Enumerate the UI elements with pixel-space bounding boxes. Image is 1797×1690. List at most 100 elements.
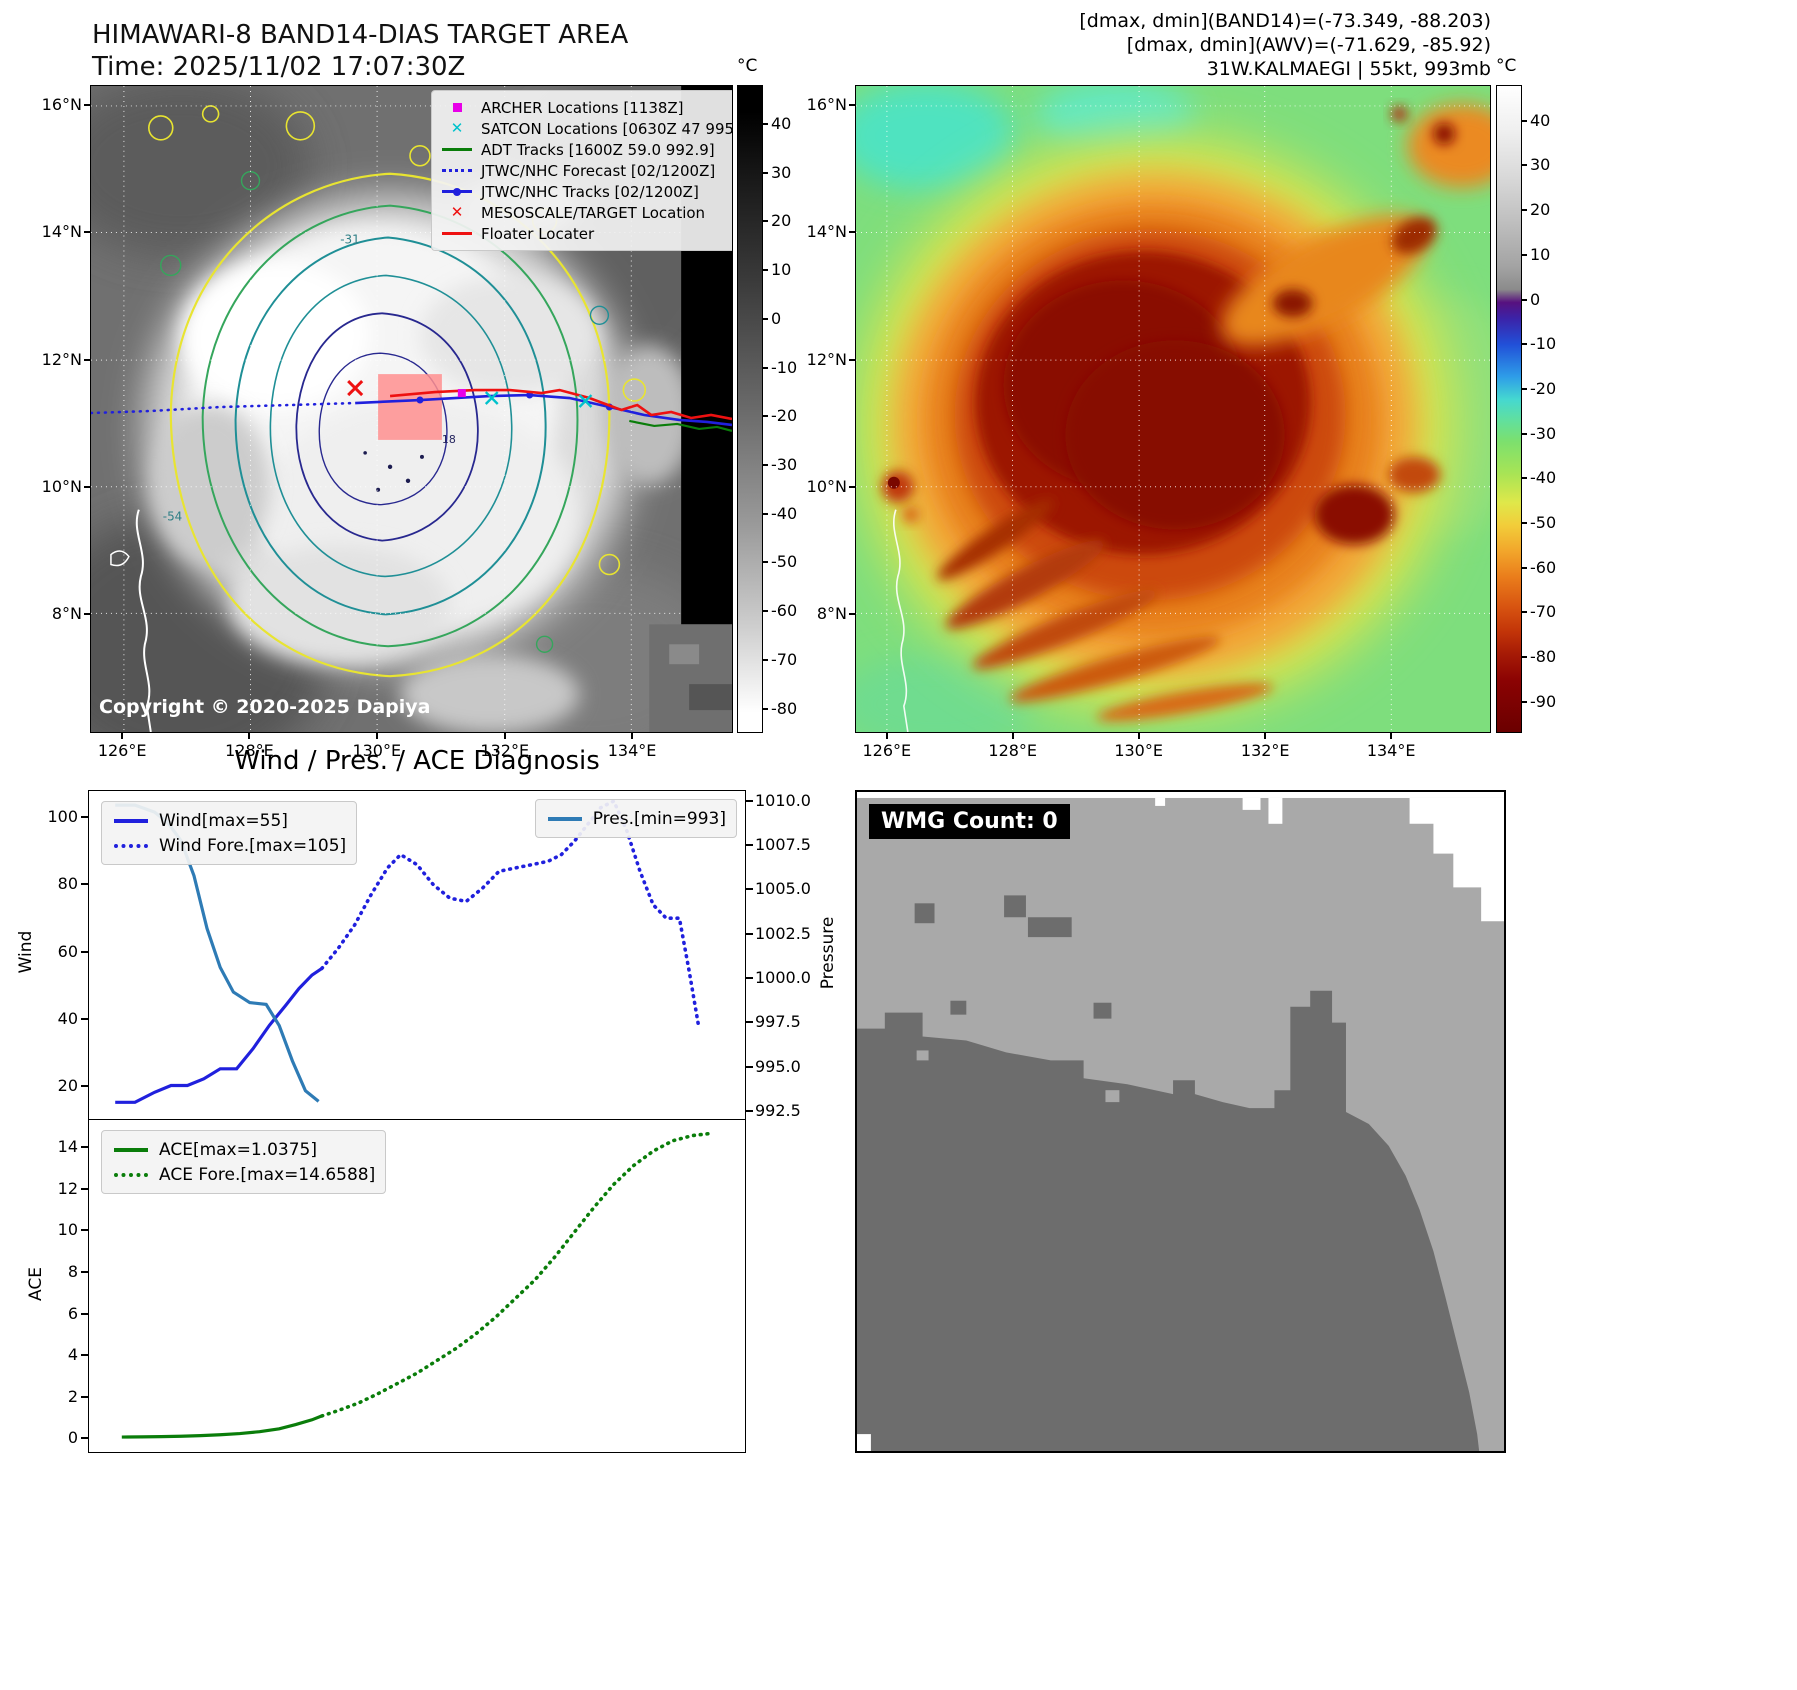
chart-y-tick-label: 1002.5 — [755, 923, 811, 943]
line-sample-icon — [546, 816, 584, 821]
line-sample-icon — [112, 1172, 150, 1177]
marker-dot — [453, 187, 461, 196]
series-line — [320, 1131, 714, 1418]
chart-y-tick-mark — [81, 1270, 88, 1273]
map-legend: ARCHER Locations [1138Z] ✕ SATCON Location… — [431, 90, 732, 251]
marker-shape — [452, 103, 462, 112]
enhanced-ir-colorbar — [1496, 85, 1522, 733]
legend-item: ADT Tracks [1600Z 59.0 992.9] — [442, 139, 732, 160]
enhanced-colorbar-tick-mark — [1522, 521, 1527, 524]
left-map-x-tick-label: 132°E — [480, 741, 530, 760]
left-map-y-tick-mark — [84, 358, 90, 361]
right-map-x-tick-mark — [885, 733, 888, 739]
chart-y-tick-label: 10 — [57, 1220, 78, 1240]
legend-item-label: Wind Fore.[max=105] — [159, 835, 347, 856]
series-line — [121, 1414, 323, 1439]
chart-y-tick-mark — [81, 1085, 88, 1088]
enhanced-colorbar-tick-mark — [1522, 164, 1527, 167]
right-map-x-tick-mark — [1137, 733, 1140, 739]
marker-shape: ✕ — [450, 119, 464, 137]
chart-y-tick-mark — [81, 1312, 88, 1315]
left-map-y-tick-label: 8°N — [51, 603, 82, 623]
contour-label: -31 — [340, 233, 360, 247]
legend-item-label: Pres.[min=993] — [592, 808, 726, 829]
temperature-contours — [148, 105, 647, 678]
band14-colorbar-tick-mark — [763, 122, 768, 125]
enhanced-colorbar-tick-label: -60 — [1530, 557, 1557, 577]
pressure-legend: Pres.[min=993] — [534, 799, 737, 838]
enhanced-colorbar-tick-mark — [1522, 611, 1527, 614]
mesoscale-target-box — [378, 374, 442, 440]
legend-item-label: JTWC/NHC Forecast [02/1200Z] — [481, 161, 716, 180]
band14-colorbar-tick-label: -30 — [771, 455, 798, 475]
chart-y-tick-label: 0 — [67, 1428, 78, 1448]
legend-item-label: ARCHER Locations [1138Z] — [481, 98, 684, 117]
chart-y-tick-mark — [81, 883, 88, 886]
chart-y-tick-label: 6 — [67, 1303, 78, 1323]
legend-item: ✕ SATCON Locations [0630Z 47 995] — [442, 118, 732, 139]
right-map-x-tick-mark — [1264, 733, 1267, 739]
marker-shape: ✕ — [450, 203, 464, 221]
adt-track — [629, 419, 732, 432]
satcon-markers — [484, 391, 593, 408]
coastline — [893, 509, 909, 732]
left-map-x-tick-label: 130°E — [352, 741, 402, 760]
enhanced-colorbar-tick-mark — [1522, 432, 1527, 435]
archer-square-icon — [442, 103, 472, 112]
enhanced-colorbar-tick-mark — [1522, 119, 1527, 122]
marker-shape — [442, 187, 472, 196]
right-map-x-tick-label: 132°E — [1240, 741, 1290, 760]
right-map-x-tick-label: 128°E — [988, 741, 1038, 760]
chart-y-tick-label: 1000.0 — [755, 968, 811, 988]
band14-colorbar — [737, 85, 763, 733]
legend-item: Wind[max=55] — [112, 808, 346, 833]
band14-colorbar-tick-mark — [763, 707, 768, 710]
right-map-y-tick-mark — [849, 485, 855, 488]
chart-y-tick-mark — [81, 1395, 88, 1398]
right-map-y-tick-mark — [849, 358, 855, 361]
dark-coverage-region — [857, 990, 1480, 1451]
chart-y-tick-mark — [81, 950, 88, 953]
enhanced-colorbar-tick-label: 30 — [1530, 155, 1551, 175]
adt-line-icon — [442, 148, 472, 151]
pressure-axis-label: Pressure — [818, 916, 838, 990]
chart-y-tick-label: 995.0 — [755, 1056, 801, 1076]
marker-shape — [442, 148, 472, 151]
copyright-text: Copyright © 2020-2025 Dapiya — [99, 696, 431, 718]
right-map-y-tick-label: 8°N — [816, 603, 847, 623]
band14-colorbar-tick-mark — [763, 512, 768, 515]
left-map-x-tick-label: 126°E — [97, 741, 147, 760]
right-map-y-tick-mark — [849, 231, 855, 234]
chart-y-tick-label: 1007.5 — [755, 835, 811, 854]
left-map-x-tick-mark — [121, 733, 124, 739]
storm-id-intensity: 31W.KALMAEGI | 55kt, 993mb — [1206, 58, 1491, 80]
chart-y-tick-label: 8 — [67, 1261, 78, 1281]
target-x-icon: ✕ — [442, 205, 472, 220]
enhanced-colorbar-tick-mark — [1522, 298, 1527, 301]
enhanced-colorbar-tick-label: -20 — [1530, 378, 1557, 398]
legend-item-label: Floater Locater — [481, 224, 595, 243]
enhanced-colorbar-tick-mark — [1522, 343, 1527, 346]
chart-y-tick-mark — [81, 1146, 88, 1149]
wmg-count-badge: WMG Count: 0 — [869, 804, 1070, 839]
left-map-y-tick-label: 10°N — [41, 476, 82, 496]
charts-title: Wind / Pres. / ACE Diagnosis — [234, 746, 600, 776]
band14-colorbar-tick-mark — [763, 464, 768, 467]
legend-item: Floater Locater — [442, 223, 732, 244]
wmg-coverage-image — [857, 792, 1504, 1451]
enhanced-colorbar-tick-label: -90 — [1530, 691, 1557, 711]
chart-y-tick-mark — [746, 1065, 753, 1068]
right-map-y-tick-mark — [849, 612, 855, 615]
left-map-title: HIMAWARI-8 BAND14-DIAS TARGET AREA — [92, 20, 629, 50]
ace-plot-canvas — [121, 1131, 714, 1439]
legend-item: JTWC/NHC Tracks [02/1200Z] — [442, 181, 732, 202]
chart-y-tick-label: 2 — [67, 1386, 78, 1406]
band14-colorbar-tick-mark — [763, 415, 768, 418]
chart-y-tick-mark — [81, 1437, 88, 1440]
contour-label: -54 — [163, 510, 183, 524]
chart-y-tick-label: 60 — [57, 941, 78, 961]
legend-item: ACE Fore.[max=14.6588] — [112, 1162, 375, 1187]
chart-y-tick-mark — [81, 1354, 88, 1357]
left-map-y-tick-mark — [84, 485, 90, 488]
enhanced-colorbar-tick-mark — [1522, 209, 1527, 212]
